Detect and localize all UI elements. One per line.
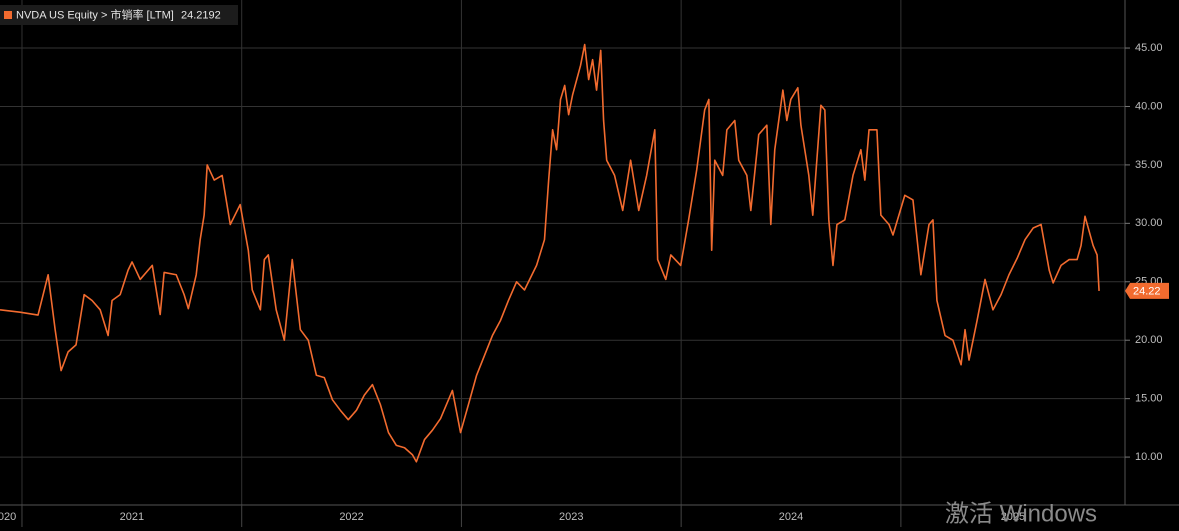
y-tick-label: 40.00 (1135, 100, 1163, 112)
current-value-box (1125, 282, 1169, 299)
x-tick-label: 2022 (339, 511, 363, 523)
x-tick-label: 2021 (120, 511, 144, 523)
x-tick-label: 2023 (559, 511, 583, 523)
x-tick-label: 2024 (779, 511, 803, 523)
legend-swatch (4, 11, 12, 19)
y-tick-label: 15.00 (1135, 393, 1163, 405)
y-tick-label: 35.00 (1135, 159, 1163, 171)
y-tick-label: 45.00 (1135, 42, 1163, 54)
line-series (0, 43, 1100, 463)
legend-label: NVDA US Equity > 市销率 [LTM] (16, 7, 174, 21)
y-tick-label: 10.00 (1135, 451, 1163, 463)
current-value-marker: 24.22 (1125, 282, 1169, 299)
x-tick-label: 2025 (1001, 511, 1025, 523)
y-tick-label: 30.00 (1135, 217, 1163, 229)
current-value-label: 24.22 (1133, 285, 1161, 297)
plot-area (0, 43, 1100, 463)
legend-value: 24.2192 (181, 9, 221, 21)
legend: NVDA US Equity > 市销率 [LTM] 24.2192 (0, 5, 238, 25)
y-tick-label: 20.00 (1135, 334, 1163, 346)
grid (0, 0, 1125, 505)
legend-box (0, 5, 238, 25)
watermark: 激活 Windows (945, 500, 1097, 527)
